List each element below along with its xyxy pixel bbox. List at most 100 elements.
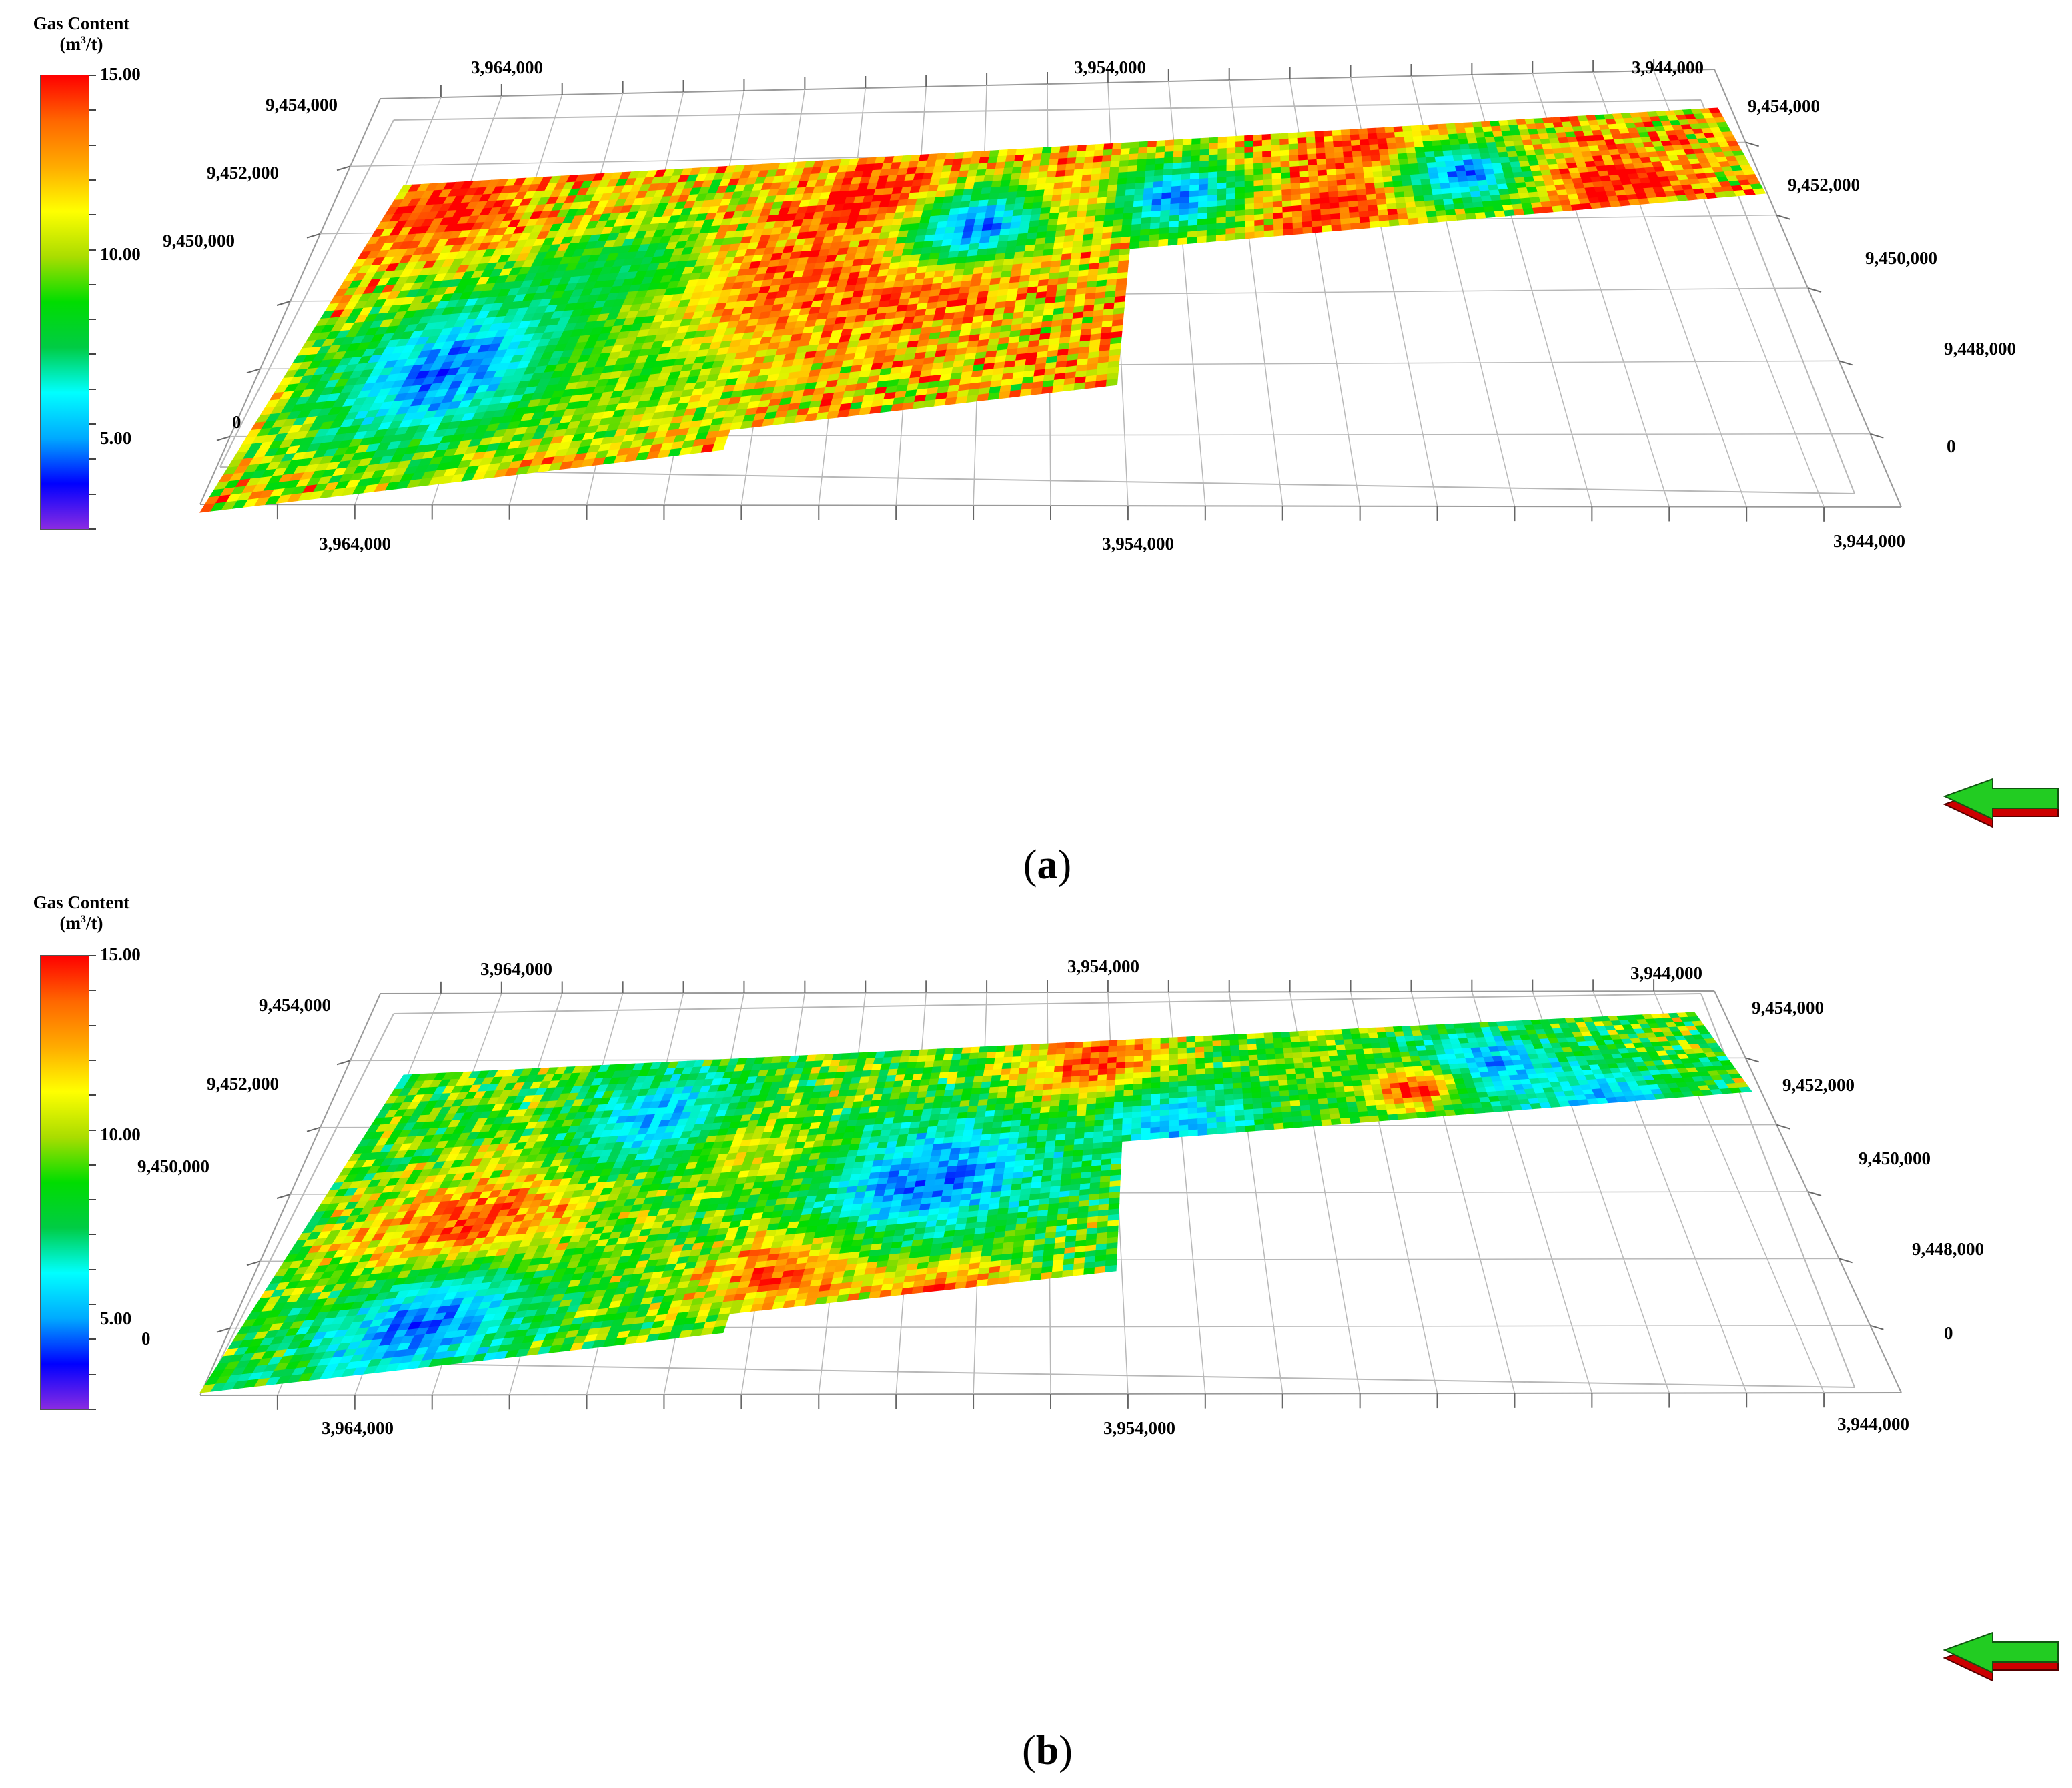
surface-cell <box>1169 203 1181 211</box>
surface-cell <box>1402 125 1413 133</box>
surface-cell <box>1428 172 1440 180</box>
surface-cell <box>1407 157 1418 165</box>
surface-cell <box>1300 182 1310 189</box>
surface-cell <box>1362 161 1373 168</box>
surface-cell <box>1456 127 1467 135</box>
surface-cell <box>1154 163 1165 171</box>
surface-cell <box>1118 165 1129 173</box>
surface-cell <box>1188 213 1199 221</box>
surface-cell <box>1079 186 1091 194</box>
surface-cell <box>1467 137 1478 145</box>
surface-cell <box>995 161 1007 169</box>
colorbar-gradient <box>40 75 89 530</box>
surface-cell <box>1128 153 1139 161</box>
surface-cell <box>1161 192 1172 200</box>
surface-cell <box>1350 1028 1361 1035</box>
surface-cell <box>1235 203 1246 211</box>
surface-cell <box>1271 150 1281 157</box>
surface-cell <box>1235 141 1245 149</box>
surface-cell <box>1376 132 1387 140</box>
surface-cell <box>1289 155 1300 162</box>
surface-cell <box>1124 195 1135 203</box>
surface-cell <box>1367 1027 1378 1034</box>
surface-cell <box>1225 233 1236 241</box>
surface-cell <box>1135 171 1147 178</box>
surface-cell <box>1478 147 1490 155</box>
surface-cell <box>1066 157 1077 165</box>
surface-cell <box>966 394 979 403</box>
surface-cell <box>1253 174 1264 181</box>
surface-cell <box>1341 1028 1352 1035</box>
surface-cell <box>1410 173 1422 181</box>
surface-cell <box>1237 1034 1248 1040</box>
surface-cell <box>998 391 1011 399</box>
surface-cell <box>1164 151 1175 159</box>
surface-cell <box>1360 221 1372 229</box>
surface-cell <box>997 149 1009 157</box>
surface-cell <box>1281 1031 1291 1038</box>
surface-cell <box>1011 167 1023 175</box>
surface-cell <box>1752 188 1766 195</box>
surface-cell <box>1473 127 1485 133</box>
surface-cell <box>1391 169 1402 177</box>
surface-cell <box>1105 196 1117 204</box>
surface-cell <box>1122 213 1133 221</box>
surface-cell <box>1062 181 1073 189</box>
top-x-label: 3,954,000 <box>1074 57 1146 77</box>
surface-cell <box>1006 149 1017 157</box>
surface-cell <box>1302 227 1314 234</box>
surface-cell <box>1177 1036 1187 1044</box>
surface-cell <box>989 186 1001 195</box>
surface-cell <box>1085 215 1096 223</box>
surface-plot-a <box>199 59 2059 828</box>
surface-cell <box>996 198 1008 206</box>
surface-cell <box>1408 217 1420 225</box>
surface-cell <box>1400 169 1411 177</box>
surface-cell <box>961 1047 973 1054</box>
surface-cell <box>1191 149 1201 157</box>
surface-cell <box>1002 167 1014 175</box>
surface-cell <box>1326 169 1337 176</box>
surface-cell <box>1057 211 1069 219</box>
surface-cell <box>1246 1033 1257 1040</box>
surface-cell <box>1316 147 1326 155</box>
surface-cell <box>1217 153 1227 161</box>
surface-cell <box>1163 169 1173 177</box>
surface-cell <box>1079 192 1090 200</box>
surface-cell <box>1244 135 1254 142</box>
surface-cell <box>987 199 999 207</box>
surface-cell <box>1063 383 1075 392</box>
surface-cell <box>1171 168 1183 176</box>
surface-cell <box>1315 1030 1326 1036</box>
surface-cell <box>1075 222 1086 230</box>
surface-cell <box>1093 149 1105 157</box>
surface-cell <box>1052 385 1065 393</box>
surface-cell <box>1143 193 1153 201</box>
surface-cell <box>1299 171 1310 178</box>
surface-cell <box>1406 152 1418 159</box>
surface-cell <box>1404 136 1415 143</box>
surface-cell <box>1389 159 1400 166</box>
surface-cell <box>1270 133 1281 141</box>
surface-cell <box>1066 217 1077 225</box>
surface-cell <box>1425 156 1437 164</box>
surface-cell <box>1068 205 1079 213</box>
surface-cell <box>977 393 990 402</box>
surface-cell <box>1297 131 1307 139</box>
surface-cell <box>1147 140 1158 148</box>
surface-cell <box>1180 179 1191 187</box>
surface-cell <box>1151 1038 1161 1045</box>
surface-cell <box>1245 209 1255 217</box>
surface-cell <box>1431 140 1442 147</box>
surface-cell <box>1149 222 1161 230</box>
surface-cell <box>1165 139 1175 147</box>
surface-cell <box>1189 190 1199 198</box>
surface-cell <box>980 187 992 195</box>
surface-cell <box>1370 155 1382 162</box>
surface-cell <box>1081 180 1091 188</box>
surface-cell <box>1041 201 1053 209</box>
surface-cell <box>1263 213 1274 221</box>
surface-cell <box>1181 167 1191 175</box>
surface-cell <box>1354 167 1365 174</box>
surface-cell <box>1466 132 1477 139</box>
